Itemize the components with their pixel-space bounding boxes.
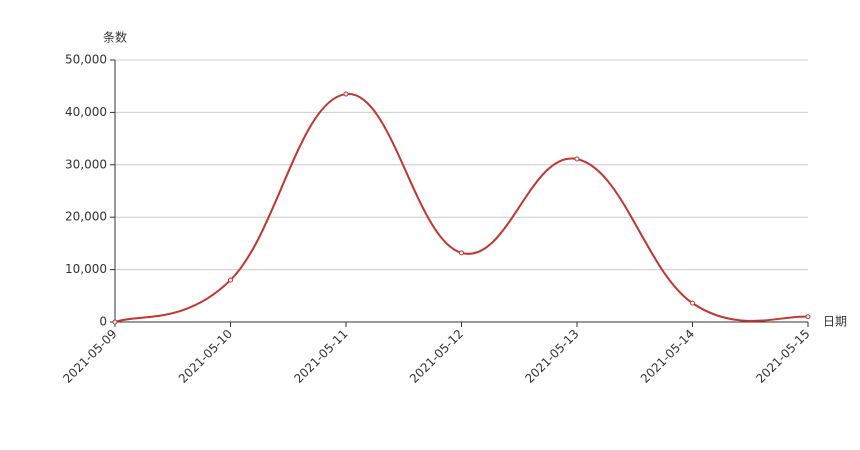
point [343,91,349,97]
point [690,300,695,306]
point [228,277,233,283]
y-tick-label: 40,000 [65,105,107,119]
point [574,156,580,162]
x-axis-label: 日期 [823,315,847,329]
x-tick-label: 2021-05-10 [176,327,235,386]
y-tick-label: 0 [99,315,107,329]
x-tick-label: 2021-05-13 [522,327,581,386]
y-tick-label: 30,000 [65,157,107,171]
point [459,250,464,256]
x-tick-label: 2021-05-11 [291,327,350,386]
x-tick-label: 2021-05-14 [638,327,697,386]
x-tick-label: 2021-05-12 [407,327,466,386]
x-tick-label: 2021-05-15 [753,327,812,386]
y-tick-label: 50,000 [65,53,107,67]
x-tick-label: 2021-05-09 [60,327,119,386]
point [112,319,118,325]
y-axis-label: 条数 [103,30,127,45]
y-tick-label: 10,000 [65,262,107,276]
y-tick-label: 20,000 [65,210,107,224]
point [805,314,811,320]
line [114,93,809,323]
